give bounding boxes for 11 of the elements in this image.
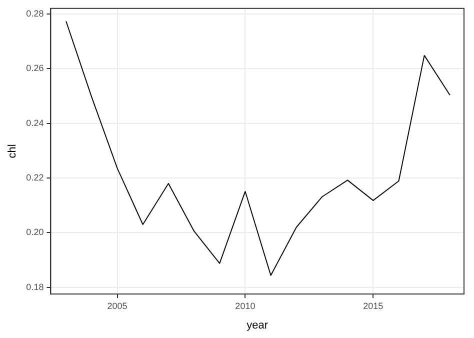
- x-axis-title: year: [246, 319, 268, 332]
- y-tick-label: 0.26: [26, 63, 44, 74]
- x-tick-label: 2015: [363, 300, 384, 311]
- y-axis-title: chl: [6, 144, 19, 158]
- x-tick-label: 2005: [107, 300, 128, 311]
- y-tick-label: 0.24: [26, 118, 44, 128]
- y-tick-label: 0.22: [26, 172, 44, 182]
- y-tick-label: 0.28: [26, 8, 44, 18]
- x-tick-label: 2010: [235, 300, 256, 311]
- y-tick-label: 0.20: [26, 227, 44, 238]
- y-tick-label: 0.18: [26, 282, 44, 292]
